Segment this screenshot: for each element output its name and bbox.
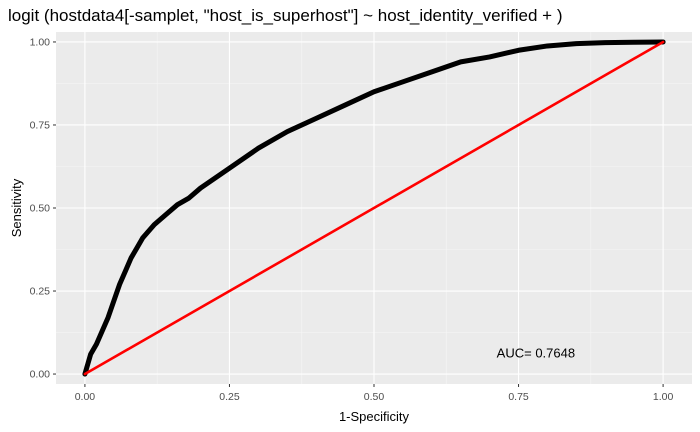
x-tick-label: 0.75 [508,391,529,403]
x-tick-label: 0.50 [364,391,385,403]
chart-title: logit (hostdata4[-samplet, "host_is_supe… [8,6,563,25]
y-tick-label: 0.50 [30,203,51,215]
x-axis-title: 1-Specificity [339,409,410,424]
y-tick-label: 0.75 [30,120,51,132]
y-axis: 0.00 0.25 0.50 0.75 1.00 [30,37,56,381]
x-axis: 0.00 0.25 0.50 0.75 1.00 [75,384,674,403]
x-tick-label: 0.25 [219,391,240,403]
y-tick-label: 1.00 [30,37,51,49]
x-tick-label: 1.00 [653,391,674,403]
series-layer [82,39,666,377]
auc-annotation: AUC= 0.7648 [497,345,575,360]
y-tick-label: 0.00 [30,369,51,381]
x-tick-label: 0.00 [75,391,96,403]
y-tick-label: 0.25 [30,286,51,298]
roc-curve-line [82,39,666,377]
reference-diagonal-line [83,40,665,376]
y-axis-title: Sensitivity [9,178,24,237]
